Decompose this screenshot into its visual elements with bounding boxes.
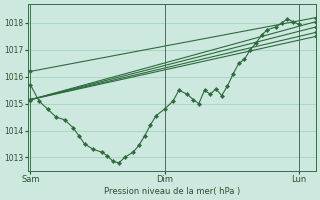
X-axis label: Pression niveau de la mer( hPa ): Pression niveau de la mer( hPa ) <box>104 187 240 196</box>
